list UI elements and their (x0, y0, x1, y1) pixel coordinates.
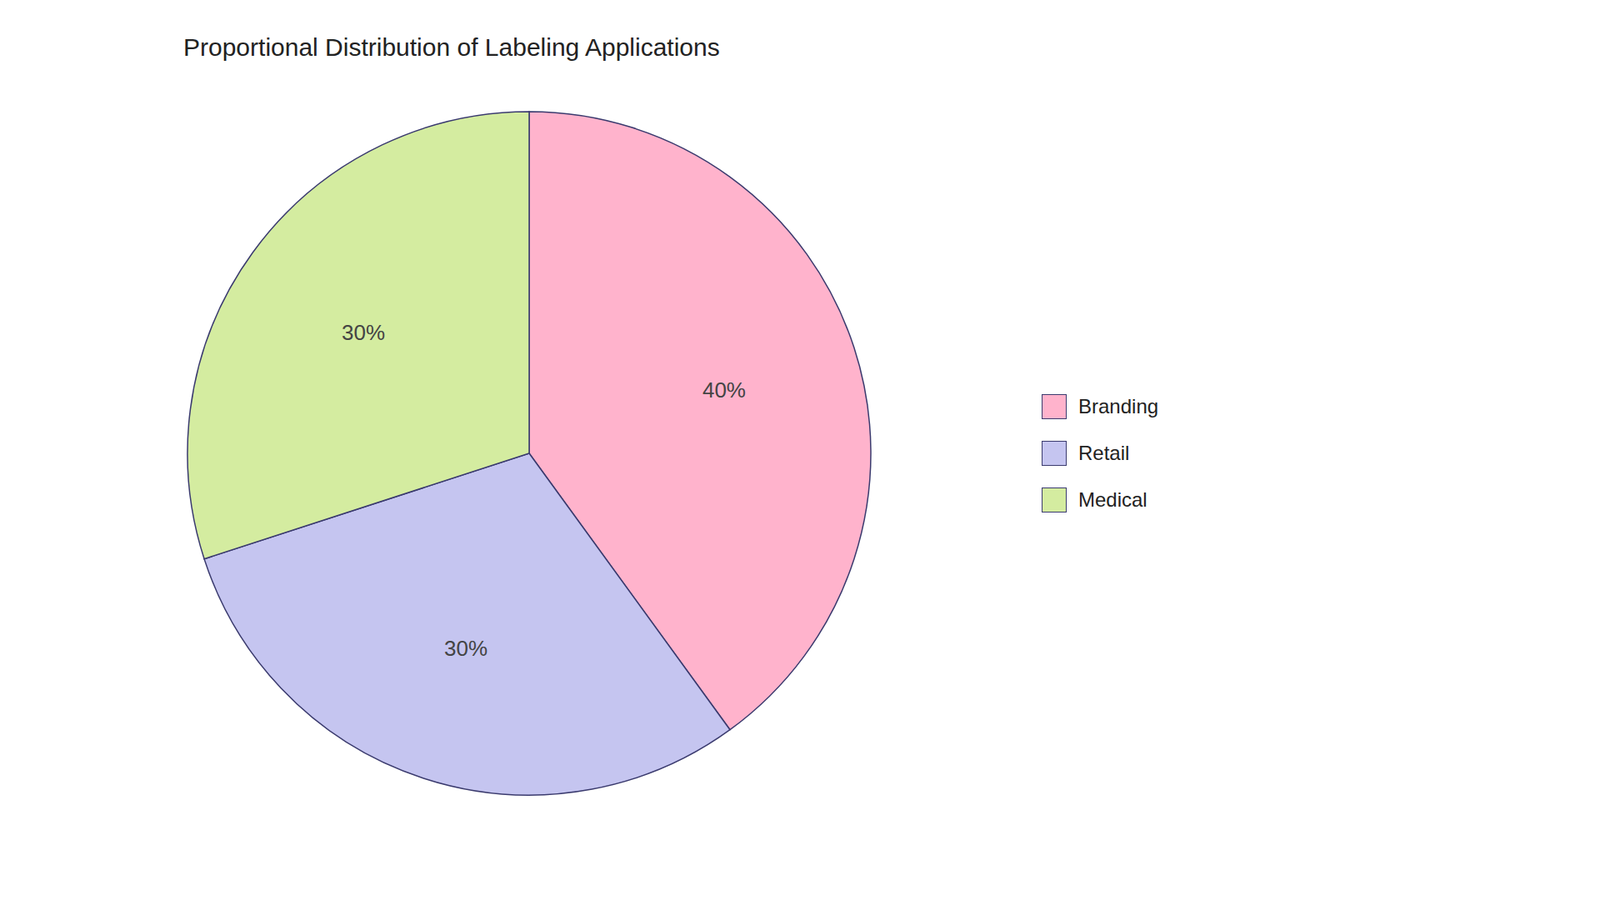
html-text:Medical: Medical (1078, 488, 1148, 511)
html-text:Retail: Retail (1078, 441, 1130, 465)
html-text:Proportional Distribution of L: Proportional Distribution of Labeling Ap… (183, 33, 720, 61)
svg-text:40%: 40% (702, 377, 746, 403)
svg-text:30%: 30% (444, 635, 488, 661)
svg-text:30%: 30% (341, 320, 385, 345)
html-text:Branding: Branding (1078, 395, 1159, 418)
